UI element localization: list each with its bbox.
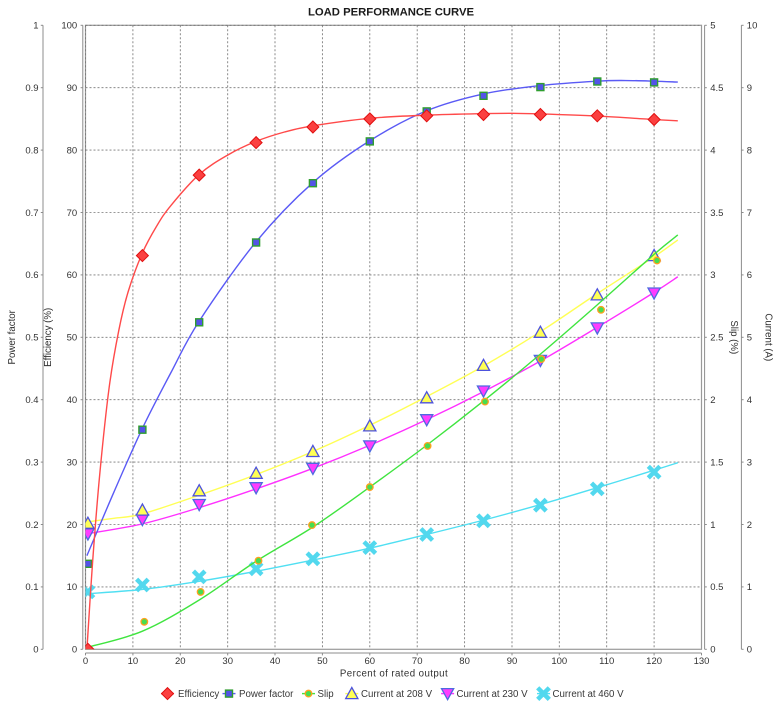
- svg-text:30: 30: [67, 457, 78, 468]
- svg-text:70: 70: [412, 656, 423, 667]
- svg-text:60: 60: [365, 656, 376, 667]
- svg-text:Efficiency: Efficiency: [178, 689, 219, 700]
- svg-text:0.5: 0.5: [710, 582, 723, 593]
- svg-text:80: 80: [459, 656, 470, 667]
- svg-text:60: 60: [67, 270, 78, 281]
- svg-text:0: 0: [83, 656, 88, 667]
- svg-text:0.8: 0.8: [25, 145, 38, 156]
- svg-text:Current at 230 V: Current at 230 V: [457, 689, 529, 700]
- svg-text:0.2: 0.2: [25, 520, 38, 531]
- svg-text:50: 50: [67, 333, 78, 344]
- svg-text:Power factor: Power factor: [239, 689, 294, 700]
- svg-text:Current at 208 V: Current at 208 V: [361, 689, 433, 700]
- svg-text:Efficiency (%): Efficiency (%): [43, 308, 54, 367]
- svg-text:0.7: 0.7: [25, 208, 38, 219]
- svg-text:20: 20: [175, 656, 186, 667]
- svg-text:2: 2: [747, 520, 752, 531]
- svg-text:80: 80: [67, 145, 78, 156]
- svg-text:3.5: 3.5: [710, 208, 723, 219]
- svg-text:10: 10: [128, 656, 139, 667]
- svg-text:0.9: 0.9: [25, 83, 38, 94]
- svg-text:110: 110: [599, 656, 614, 667]
- svg-text:90: 90: [507, 656, 518, 667]
- svg-text:1: 1: [33, 21, 38, 32]
- svg-text:1: 1: [747, 582, 752, 593]
- svg-text:50: 50: [317, 656, 328, 667]
- svg-text:130: 130: [694, 656, 710, 667]
- svg-text:Slip: Slip: [318, 689, 334, 700]
- svg-text:Power factor: Power factor: [7, 309, 18, 364]
- svg-text:6: 6: [747, 270, 752, 281]
- svg-text:10: 10: [747, 21, 758, 32]
- svg-text:1.5: 1.5: [710, 457, 723, 468]
- svg-text:30: 30: [222, 656, 233, 667]
- svg-text:9: 9: [747, 83, 752, 94]
- svg-text:20: 20: [67, 520, 78, 531]
- svg-text:0: 0: [72, 645, 77, 656]
- svg-text:8: 8: [747, 145, 752, 156]
- svg-text:0: 0: [33, 645, 38, 656]
- svg-text:120: 120: [646, 656, 662, 667]
- svg-text:0.5: 0.5: [25, 333, 38, 344]
- svg-text:5: 5: [710, 21, 715, 32]
- svg-text:90: 90: [67, 83, 78, 94]
- svg-text:4: 4: [747, 395, 752, 406]
- svg-text:LOAD PERFORMANCE CURVE: LOAD PERFORMANCE CURVE: [308, 7, 475, 19]
- svg-text:4.5: 4.5: [710, 83, 723, 94]
- svg-text:3: 3: [710, 270, 715, 281]
- svg-text:100: 100: [551, 656, 567, 667]
- svg-text:4: 4: [710, 145, 715, 156]
- svg-text:Percent of rated output: Percent of rated output: [340, 669, 448, 680]
- svg-text:0.6: 0.6: [25, 270, 38, 281]
- svg-text:0.3: 0.3: [25, 457, 38, 468]
- svg-text:100: 100: [61, 21, 77, 32]
- svg-text:1: 1: [710, 520, 715, 531]
- svg-text:7: 7: [747, 208, 752, 219]
- svg-text:40: 40: [67, 395, 78, 406]
- svg-text:40: 40: [270, 656, 281, 667]
- svg-text:Current at 460 V: Current at 460 V: [553, 689, 625, 700]
- svg-text:0.1: 0.1: [25, 582, 38, 593]
- svg-text:0: 0: [747, 645, 752, 656]
- svg-text:3: 3: [747, 457, 752, 468]
- svg-text:5: 5: [747, 333, 752, 344]
- svg-text:Current (A): Current (A): [763, 313, 774, 361]
- svg-text:0.4: 0.4: [25, 395, 38, 406]
- svg-text:2: 2: [710, 395, 715, 406]
- svg-text:2.5: 2.5: [710, 333, 723, 344]
- svg-text:0: 0: [710, 645, 715, 656]
- svg-text:70: 70: [67, 208, 78, 219]
- svg-text:10: 10: [67, 582, 78, 593]
- svg-text:Slip (%): Slip (%): [728, 320, 739, 354]
